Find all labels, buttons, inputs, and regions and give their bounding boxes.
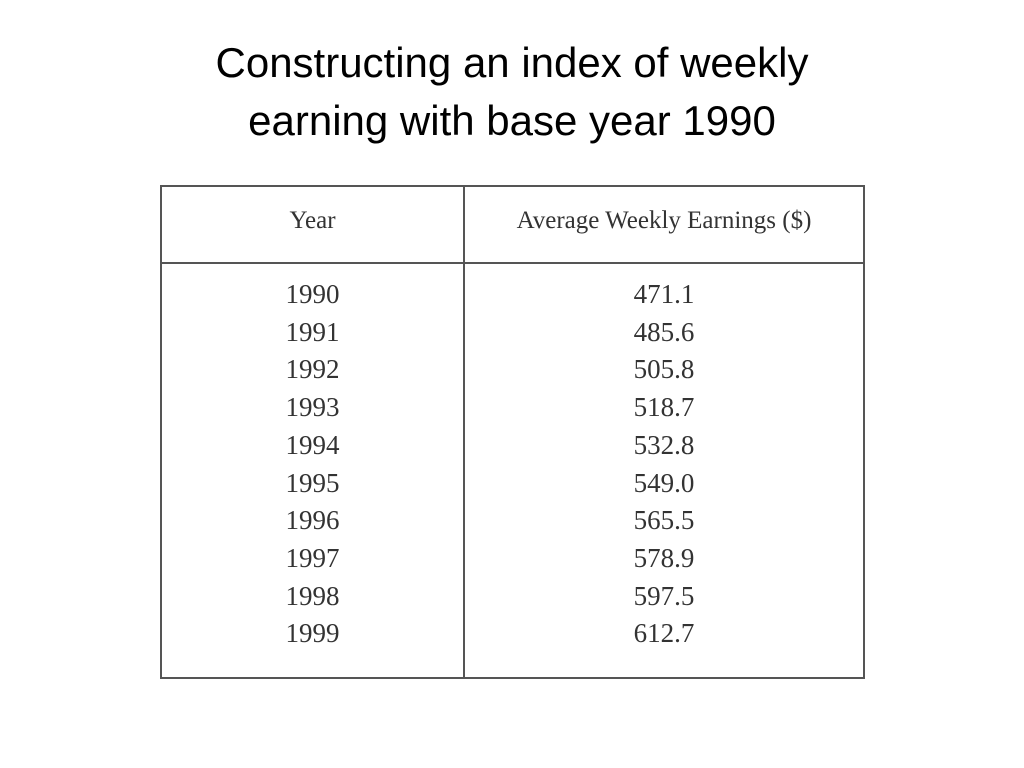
- table-cell: 1995: [285, 467, 340, 498]
- slide-title: Constructing an index of weekly earning …: [215, 39, 809, 144]
- table-cell: 1990: [285, 279, 340, 309]
- table-cell: 485.6: [633, 316, 695, 347]
- table-cell: 471.1: [633, 279, 695, 309]
- header-divider: [162, 262, 863, 264]
- table: Year Average Weekly Earnings ($) 1990 471.1…: [160, 185, 865, 679]
- table-cell: 1999: [285, 618, 340, 649]
- table-cell: 597.5: [633, 580, 695, 611]
- table-cell: 1991: [285, 316, 340, 347]
- table-cell: 518.7: [633, 392, 695, 423]
- table-cell: 612.7: [633, 618, 695, 649]
- header-cell: Year: [289, 207, 336, 234]
- table-cell: 505.8: [633, 354, 695, 385]
- table-cell: 549.0: [633, 467, 695, 498]
- table-cell: 1994: [285, 429, 340, 460]
- header-cell: Average Weekly Earnings ($): [516, 207, 812, 234]
- table-cell: 1993: [285, 392, 340, 423]
- table-cell: 578.9: [633, 542, 695, 573]
- table-cell: 1992: [285, 354, 340, 385]
- column-divider: [463, 187, 465, 677]
- table-cell: 532.8: [633, 429, 695, 460]
- table-cell: 1997: [285, 542, 340, 573]
- table-cell: 565.5: [633, 505, 695, 536]
- table-cell: 1998: [285, 580, 340, 611]
- table-cell: 1996: [285, 505, 340, 536]
